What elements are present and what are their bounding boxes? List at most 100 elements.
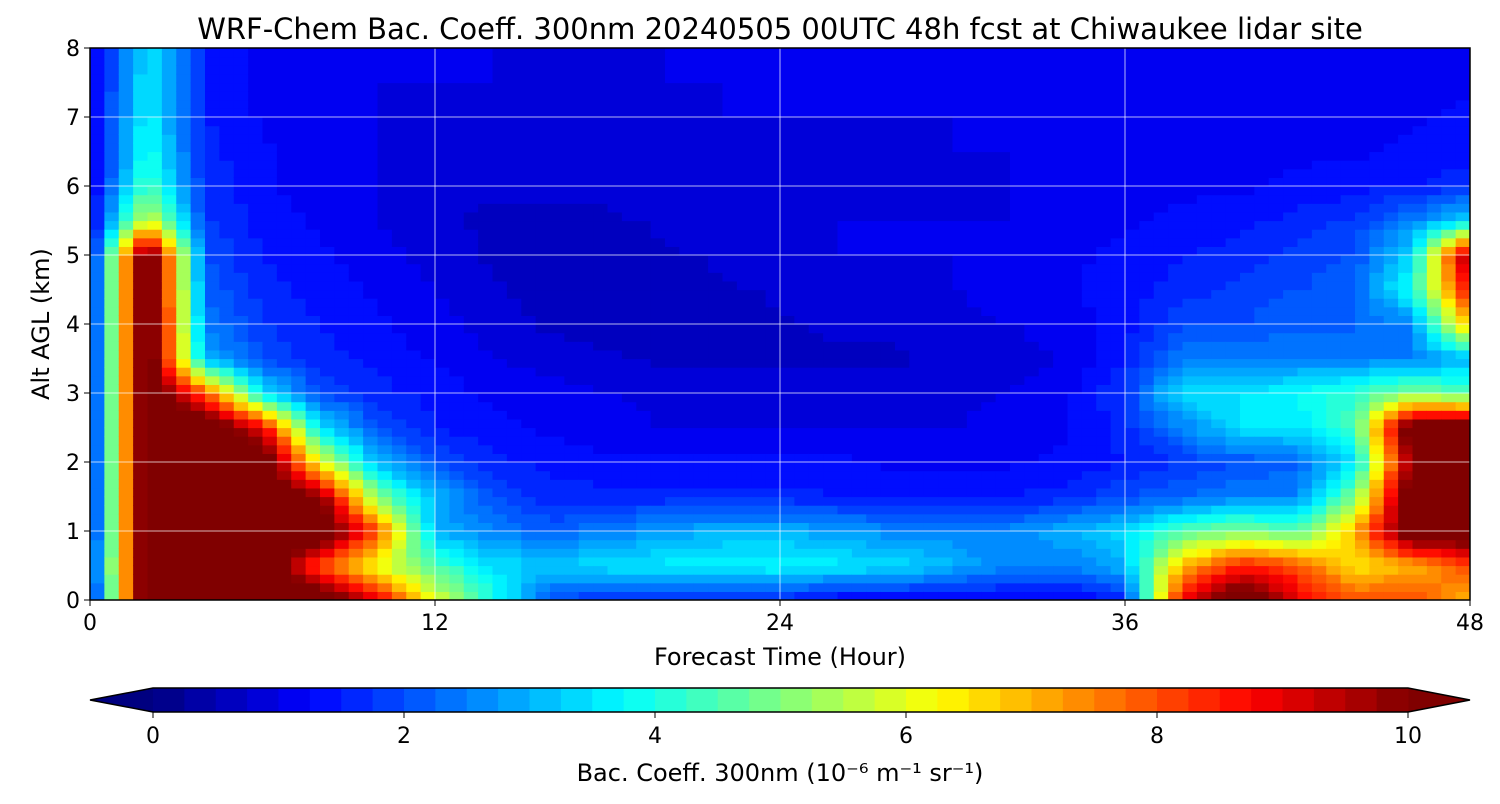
heatmap-cell: [1053, 272, 1069, 282]
heatmap-cell: [233, 384, 249, 394]
heatmap-cell: [1168, 410, 1184, 420]
heatmap-cell: [966, 151, 982, 161]
heatmap-cell: [1024, 82, 1040, 92]
heatmap-cell: [1038, 436, 1054, 446]
heatmap-cell: [521, 453, 537, 463]
heatmap-cell: [736, 444, 752, 454]
heatmap-cell: [521, 324, 537, 334]
heatmap-cell: [578, 298, 594, 308]
heatmap-cell: [665, 237, 680, 247]
heatmap-cell: [938, 436, 954, 446]
heatmap-cell: [909, 125, 925, 135]
heatmap-cell: [1153, 117, 1169, 127]
heatmap-cell: [104, 56, 120, 66]
heatmap-cell: [780, 358, 795, 368]
heatmap-cell: [923, 332, 939, 342]
heatmap-cell: [1053, 574, 1069, 584]
heatmap-cell: [420, 436, 436, 446]
heatmap-cell: [650, 56, 666, 66]
heatmap-cell: [320, 117, 335, 127]
heatmap-cell: [1125, 168, 1140, 178]
heatmap-cell: [291, 65, 307, 75]
heatmap-cell: [938, 487, 954, 498]
heatmap-cell: [1081, 324, 1097, 334]
heatmap-cell: [1139, 582, 1155, 592]
heatmap-cell: [1125, 73, 1140, 84]
heatmap-cell: [391, 203, 407, 213]
heatmap-cell: [478, 556, 494, 567]
heatmap-cell: [248, 56, 264, 66]
heatmap-cell: [693, 462, 709, 472]
heatmap-cell: [1053, 99, 1069, 109]
heatmap-cell: [521, 444, 537, 454]
heatmap-cell: [1067, 160, 1083, 170]
heatmap-cell: [1024, 479, 1040, 489]
heatmap-cell: [593, 65, 609, 75]
heatmap-cell: [104, 99, 120, 109]
heatmap-cell: [550, 211, 565, 222]
heatmap-cell: [291, 505, 307, 515]
heatmap-cell: [593, 462, 609, 472]
heatmap-cell: [952, 462, 968, 472]
heatmap-cell: [665, 487, 680, 498]
heatmap-cell: [1010, 556, 1025, 567]
heatmap-cell: [952, 367, 968, 377]
heatmap-cell: [1182, 272, 1198, 282]
heatmap-cell: [348, 298, 364, 308]
heatmap-cell: [276, 436, 292, 446]
heatmap-cell: [607, 565, 623, 575]
heatmap-cell: [161, 48, 177, 58]
heatmap-cell: [1010, 574, 1025, 584]
heatmap-cell: [880, 134, 896, 144]
heatmap-cell: [478, 246, 494, 256]
heatmap-cell: [1139, 487, 1155, 498]
heatmap-cell: [435, 134, 450, 144]
heatmap-cell: [794, 56, 810, 66]
heatmap-cell: [305, 436, 321, 446]
heatmap-cell: [1125, 505, 1140, 515]
heatmap-cell: [866, 479, 882, 489]
heatmap-cell: [248, 211, 264, 222]
heatmap-cell: [248, 255, 264, 265]
heatmap-cell: [521, 427, 537, 437]
heatmap-cell: [665, 168, 680, 178]
heatmap-cell: [320, 134, 335, 144]
heatmap-cell: [219, 65, 235, 75]
heatmap-cell: [291, 203, 307, 213]
heatmap-cell: [851, 470, 867, 480]
heatmap-cell: [794, 453, 810, 463]
heatmap-cell: [823, 462, 839, 472]
heatmap-cell: [578, 444, 594, 454]
heatmap-cell: [334, 91, 350, 101]
heatmap-cell: [262, 117, 278, 127]
heatmap-cell: [391, 289, 407, 299]
heatmap-cell: [851, 117, 867, 127]
heatmap-cell: [1110, 237, 1126, 247]
heatmap-cell: [449, 280, 465, 291]
heatmap-cell: [492, 237, 508, 247]
heatmap-cell: [995, 160, 1011, 170]
heatmap-cell: [391, 108, 407, 118]
heatmap-cell: [650, 496, 666, 506]
heatmap-cell: [506, 73, 522, 84]
heatmap-cell: [320, 556, 335, 567]
heatmap-cell: [966, 117, 982, 127]
heatmap-cell: [564, 496, 580, 506]
heatmap-cell: [650, 142, 666, 153]
heatmap-cell: [722, 505, 738, 515]
heatmap-cell: [880, 229, 896, 239]
heatmap-cell: [161, 332, 177, 342]
heatmap-cell: [161, 56, 177, 66]
heatmap-cell: [837, 315, 853, 325]
heatmap-cell: [161, 306, 177, 316]
heatmap-cell: [952, 168, 968, 178]
heatmap-cell: [1053, 237, 1069, 247]
heatmap-cell: [219, 427, 235, 437]
heatmap-cell: [1096, 99, 1112, 109]
heatmap-cell: [722, 48, 738, 58]
heatmap-cell: [104, 117, 120, 127]
heatmap-cell: [190, 220, 206, 230]
heatmap-cell: [736, 203, 752, 213]
heatmap-cell: [909, 73, 925, 84]
heatmap-cell: [377, 117, 393, 127]
